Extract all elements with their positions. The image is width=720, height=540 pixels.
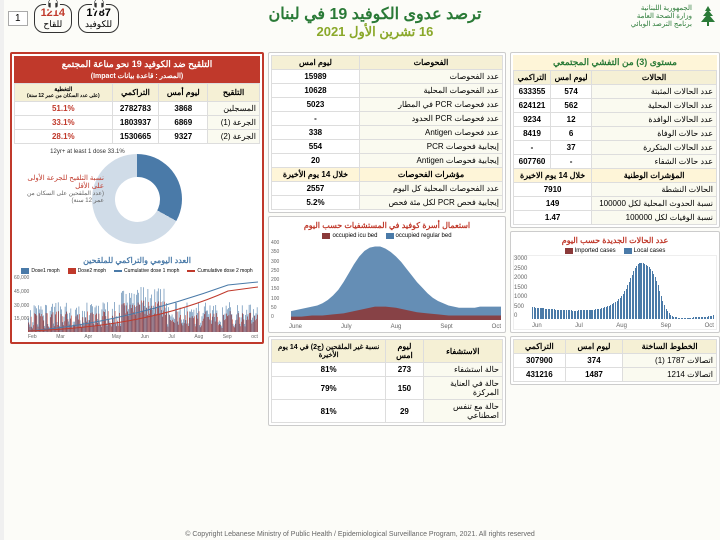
hosp-table: الاستشفاءليوم امسنسبة غير الملقحين (ج2) … — [267, 339, 499, 423]
table-row: المسجلين3868278278351.1% — [11, 102, 256, 116]
copyright-footer: © Copyright Lebanese Ministry of Public … — [0, 531, 716, 538]
table-row: عدد فحوصات Antigen338 — [268, 126, 499, 140]
community-table: الحالاتليوم امسالتراكمي عدد الحالات المث… — [509, 70, 713, 225]
table-row: عدد حالات الشفاء-607760 — [510, 155, 713, 169]
table-row: اتصالات 1787 (1)374307900 — [510, 354, 713, 368]
hotline-vacc-label: للقاح — [37, 19, 61, 30]
hotline-vaccine: 1214 للقاح — [30, 4, 68, 33]
vacc-daily-chart: 15,00030,00045,00060,000 FebMarAprMayJun… — [10, 275, 256, 340]
table-row: عدد فحوصات PCR الحدود- — [268, 112, 499, 126]
org-line1: الجمهورية اللبنانية — [627, 4, 688, 12]
vacc-legend: Dose1 moph Dose2 moph Cumulative dose 1 … — [10, 267, 256, 275]
hotline-covid: 1787 للكوفيد — [74, 4, 115, 33]
table-row: عدد الحالات المتكررة37- — [510, 141, 713, 155]
hotline-table: الخطوط الساخنةليوم امسالتراكمي اتصالات 1… — [509, 339, 713, 382]
hosp-legend: occupied icu bed occupied regular bed — [267, 232, 499, 240]
community-head: مستوى (3) من التفشي المجتمعي — [509, 55, 713, 70]
header: الجمهورية اللبنانية وزارة الصحة العامة ب… — [4, 4, 716, 52]
new-cases-title: عدد الحالات الجديدة حسب اليوم — [509, 234, 713, 247]
vaccination-panel: التلقيح ضد الكوفيد 19 نحو مناعة المجتمع … — [6, 52, 260, 344]
table-row: عدد حالات الوفاة68419 — [510, 127, 713, 141]
table-row: الجرعة (1)6869180393733.1% — [11, 116, 256, 130]
hospital-beds-panel: استعمال أسرة كوفيد في المستشفيات حسب الي… — [264, 216, 502, 333]
table-row: نسبة الوفيات لكل 1000001.47 — [510, 211, 713, 225]
tests-panel: الفحوصاتليوم امس عدد الفحوصات15989عدد ال… — [264, 52, 502, 213]
table-row: الحالات النشطة7910 — [510, 183, 713, 197]
org-line2: وزارة الصحة العامة — [627, 12, 688, 20]
table-row: عدد الحالات الوافدة129234 — [510, 113, 713, 127]
table-row: عدد الفحوصات15989 — [268, 70, 499, 84]
hospitalization-table-panel: الاستشفاءليوم امسنسبة غير الملقحين (ج2) … — [264, 336, 502, 426]
community-spread-panel: مستوى (3) من التفشي المجتمعي الحالاتليوم… — [506, 52, 716, 228]
table-row: عدد الفحوصات المحلية كل اليوم2557 — [268, 182, 499, 196]
ministry-logo-block: الجمهورية اللبنانية وزارة الصحة العامة ب… — [627, 4, 716, 28]
table-row: الجرعة (2)9327153066528.1% — [11, 130, 256, 144]
vacc-head: التلقيح ضد الكوفيد 19 نحو مناعة المجتمع … — [10, 56, 256, 83]
tests-table: الفحوصاتليوم امس عدد الفحوصات15989عدد ال… — [267, 55, 499, 210]
table-row: عدد الحالات المثبتة574633355 — [510, 85, 713, 99]
table-row: نسبة الحدوث المحلية لكل 100000149 — [510, 197, 713, 211]
table-row: حالة مع تنفس اصطناعي2981% — [268, 400, 499, 423]
vacc-table: التلقيح ليوم أمس التراكمي التغطية(على عد… — [10, 83, 256, 144]
table-row: عدد فحوصات PCR في المطار5023 — [268, 98, 499, 112]
table-row: اتصالات 12141487431216 — [510, 368, 713, 382]
dose1-donut — [88, 154, 178, 244]
cedar-logo-icon — [692, 4, 716, 28]
table-row: إيجابية فحوصات PCR554 — [268, 140, 499, 154]
main-title: ترصد عدوى الكوفيد 19 في لبنان — [115, 4, 627, 24]
table-row: حالة في العناية المركزة15079% — [268, 377, 499, 400]
table-row: عدد الفحوصات المحلية10628 — [268, 84, 499, 98]
hotline-covid-label: للكوفيد — [81, 19, 108, 30]
vacc-chart-title: العدد اليومي والتراكمي للملقحين — [10, 254, 256, 267]
table-row: عدد الحالات المحلية562624121 — [510, 99, 713, 113]
new-cases-legend: Imported cases Local cases — [509, 247, 713, 255]
hosp-chart-title: استعمال أسرة كوفيد في المستشفيات حسب الي… — [267, 219, 499, 232]
table-row: إيجابية فحوصات Antigen20 — [268, 154, 499, 168]
new-cases-chart: 050010001500200025003000 JunJulAugSepOct — [509, 255, 713, 330]
table-row: إيجابية فحص PCR لكل مئة فحص5.2% — [268, 196, 499, 210]
org-line3: برنامج الترصد الوبائي — [627, 20, 688, 28]
hosp-chart: 050100150200250300350400 JuneJulyAugSept… — [267, 240, 499, 330]
report-date: 16 تشرين الأول 2021 — [115, 24, 627, 40]
table-row: حالة استشفاء27381% — [268, 363, 499, 377]
hotline-table-panel: الخطوط الساخنةليوم امسالتراكمي اتصالات 1… — [506, 336, 716, 385]
donut-area: 12yr+ at least 1 dose 33.1% نسبة التلقيح… — [10, 144, 256, 254]
page-number: 1 — [4, 11, 24, 26]
new-cases-chart-panel: عدد الحالات الجديدة حسب اليوم Imported c… — [506, 231, 716, 333]
